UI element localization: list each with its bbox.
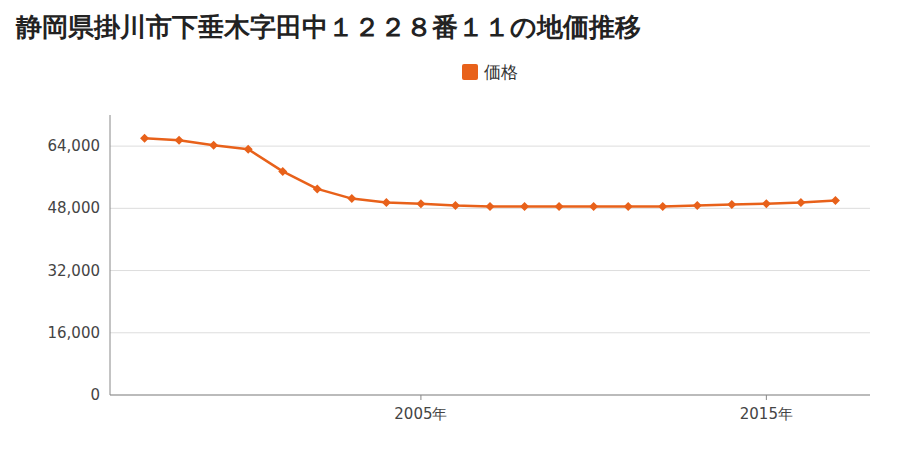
y-tick-label: 0 (90, 386, 100, 404)
legend-label: 価格 (484, 62, 518, 82)
x-tick-label: 2005年 (394, 405, 447, 423)
data-point (278, 167, 287, 176)
grid-line (110, 395, 870, 396)
x-axis-line (110, 395, 870, 396)
grid-line (110, 270, 870, 271)
x-tick (420, 395, 421, 400)
data-point (520, 202, 529, 211)
data-point (416, 199, 425, 208)
y-tick-label: 48,000 (48, 199, 101, 217)
data-point (313, 184, 322, 193)
x-tick (766, 395, 767, 400)
data-point (624, 202, 633, 211)
chart-container: 静岡県掛川市下垂木字田中１２２８番１１の地価推移 0 16,000 32,000 48,… (0, 0, 900, 450)
y-axis-line (110, 115, 111, 395)
data-point (831, 196, 840, 205)
y-tick-label: 16,000 (48, 324, 101, 342)
legend-swatch (462, 64, 478, 80)
grid-line (110, 332, 870, 333)
y-axis: 0 16,000 32,000 48,000 64,000 (48, 137, 101, 404)
series-line (145, 138, 836, 206)
data-point (382, 198, 391, 207)
data-point (555, 202, 564, 211)
chart-title: 静岡県掛川市下垂木字田中１２２８番１１の地価推移 (15, 12, 641, 42)
plot-area (140, 134, 840, 211)
x-axis: 2005年 2015年 (394, 395, 793, 423)
data-point (175, 136, 184, 145)
y-grid (110, 146, 870, 395)
legend: 価格 (462, 62, 518, 82)
data-point (693, 201, 702, 210)
data-point (244, 145, 253, 154)
data-point (796, 198, 805, 207)
data-point (347, 194, 356, 203)
data-point (451, 201, 460, 210)
data-point (140, 134, 149, 143)
x-tick-label: 2015年 (740, 405, 793, 423)
data-point (589, 202, 598, 211)
data-point (486, 202, 495, 211)
data-point (762, 199, 771, 208)
data-point (727, 200, 736, 209)
data-point (209, 141, 218, 150)
data-point (658, 202, 667, 211)
y-tick-label: 32,000 (48, 262, 101, 280)
y-tick-label: 64,000 (48, 137, 101, 155)
chart-svg: 静岡県掛川市下垂木字田中１２２８番１１の地価推移 0 16,000 32,000 48,… (0, 0, 900, 450)
